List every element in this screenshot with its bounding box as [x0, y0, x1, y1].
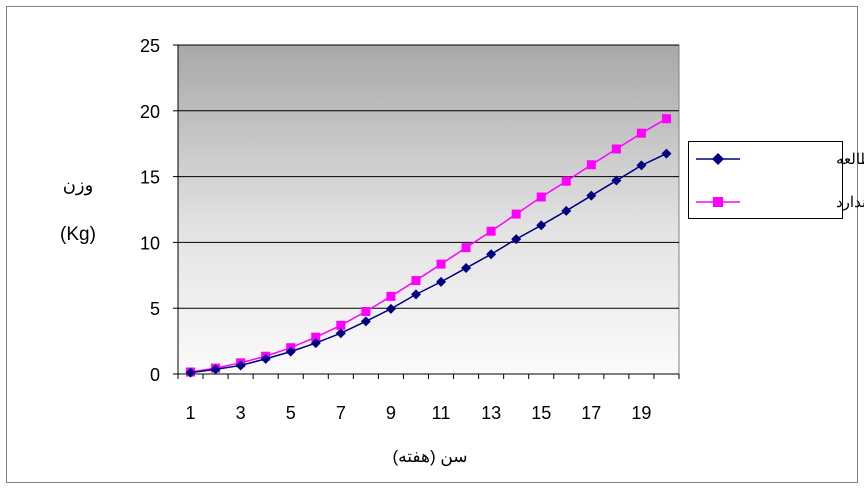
y-tick-label: 10: [140, 233, 160, 253]
data-point-standard-flock: [537, 192, 546, 201]
data-point-standard-flock: [612, 144, 621, 153]
x-tick-label: 9: [386, 403, 396, 423]
data-point-standard-flock: [562, 177, 571, 186]
data-point-standard-flock: [411, 276, 420, 285]
y-tick-label: 20: [140, 102, 160, 122]
y-tick-label: 15: [140, 168, 160, 188]
legend-box: [689, 142, 843, 219]
data-point-standard-flock: [386, 292, 395, 301]
x-tick-label: 15: [531, 403, 551, 423]
data-point-standard-flock: [662, 114, 671, 123]
y-axis-label-line1: وزن: [63, 175, 94, 196]
legend: میانگین مطالعه گله استاندارد: [689, 142, 864, 219]
legend-label-study-average: میانگین مطالعه: [836, 150, 864, 168]
legend-label-standard-flock: گله استاندارد: [836, 193, 864, 211]
x-tick-label: 11: [432, 403, 451, 423]
data-point-standard-flock: [437, 260, 446, 269]
y-tick-label: 25: [140, 36, 160, 56]
x-tick-label: 5: [286, 403, 296, 423]
data-point-standard-flock: [487, 227, 496, 236]
x-axis-label: سن (هفته): [392, 447, 467, 467]
data-point-standard-flock: [361, 307, 370, 316]
x-tick-label: 13: [481, 403, 501, 423]
y-tick-label: 0: [150, 365, 160, 385]
data-point-standard-flock: [512, 210, 521, 219]
data-point-standard-flock: [462, 243, 471, 252]
plot-area: [178, 45, 679, 374]
x-tick-label: 17: [581, 403, 601, 423]
x-tick-label: 7: [336, 403, 346, 423]
data-point-standard-flock: [637, 129, 646, 138]
x-tick-label: 19: [631, 403, 651, 423]
y-tick-label: 5: [150, 299, 160, 319]
data-point-standard-flock: [587, 160, 596, 169]
legend-marker-square: [713, 197, 723, 207]
x-tick-label: 3: [236, 403, 246, 423]
y-axis-label-line2: (Kg): [60, 224, 96, 245]
x-tick-label: 1: [186, 403, 196, 423]
